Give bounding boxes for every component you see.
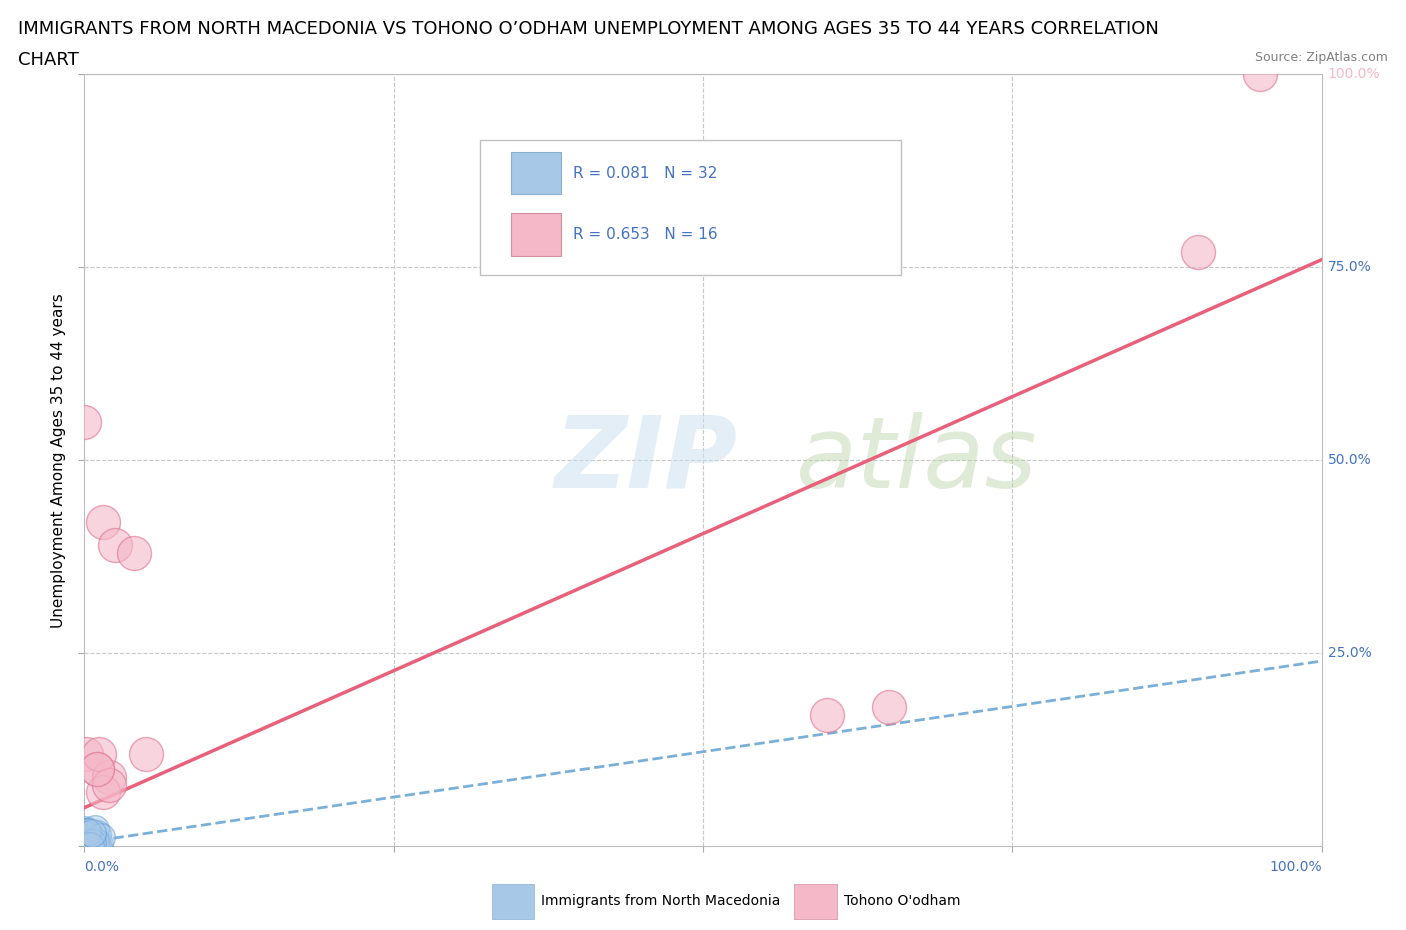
Point xyxy=(75,833,97,848)
Text: 25.0%: 25.0% xyxy=(1327,646,1372,660)
Point xyxy=(75,836,97,851)
Y-axis label: Unemployment Among Ages 35 to 44 years: Unemployment Among Ages 35 to 44 years xyxy=(51,293,66,628)
Text: 100.0%: 100.0% xyxy=(1270,860,1322,874)
Text: Tohono O'odham: Tohono O'odham xyxy=(844,894,960,909)
Point xyxy=(76,835,98,850)
Point xyxy=(86,762,108,777)
Point xyxy=(98,769,121,784)
Text: IMMIGRANTS FROM NORTH MACEDONIA VS TOHONO O’ODHAM UNEMPLOYMENT AMONG AGES 35 TO : IMMIGRANTS FROM NORTH MACEDONIA VS TOHON… xyxy=(18,20,1159,38)
FancyBboxPatch shape xyxy=(512,213,561,256)
Text: ZIP: ZIP xyxy=(554,412,738,509)
Point xyxy=(77,834,100,849)
Point xyxy=(80,832,103,847)
Point xyxy=(82,836,104,851)
Point xyxy=(84,835,107,850)
Point xyxy=(75,825,97,840)
Text: 0.0%: 0.0% xyxy=(84,860,120,874)
Text: CHART: CHART xyxy=(18,51,79,69)
Point xyxy=(76,834,98,849)
Text: 100.0%: 100.0% xyxy=(1327,67,1381,82)
Point xyxy=(75,835,97,850)
Point xyxy=(815,708,838,723)
Point xyxy=(77,838,100,853)
Point xyxy=(73,415,96,430)
Point xyxy=(122,546,145,561)
Text: R = 0.081   N = 32: R = 0.081 N = 32 xyxy=(574,166,717,180)
Point xyxy=(77,826,100,841)
Point xyxy=(89,746,111,761)
Point xyxy=(86,836,108,851)
Point xyxy=(104,538,127,552)
Point xyxy=(75,837,97,852)
Point xyxy=(76,838,98,853)
Text: 75.0%: 75.0% xyxy=(1327,260,1372,274)
Point xyxy=(77,837,100,852)
Point xyxy=(75,824,97,839)
Point xyxy=(73,823,96,838)
FancyBboxPatch shape xyxy=(481,140,901,275)
Text: Immigrants from North Macedonia: Immigrants from North Macedonia xyxy=(541,894,780,909)
Point xyxy=(91,514,114,529)
Text: 50.0%: 50.0% xyxy=(1327,453,1372,468)
Point xyxy=(84,837,107,852)
Point xyxy=(86,762,108,777)
Point xyxy=(76,838,98,853)
Point xyxy=(84,821,107,836)
Text: Source: ZipAtlas.com: Source: ZipAtlas.com xyxy=(1254,51,1388,64)
Point xyxy=(79,838,101,853)
Point xyxy=(79,830,101,844)
Point xyxy=(86,838,108,853)
FancyBboxPatch shape xyxy=(512,152,561,194)
Point xyxy=(135,746,157,761)
Text: atlas: atlas xyxy=(796,412,1038,509)
Point xyxy=(98,777,121,792)
Point xyxy=(73,828,96,843)
Point xyxy=(90,830,112,844)
Point xyxy=(73,825,96,840)
Point xyxy=(76,824,98,839)
Text: R = 0.653   N = 16: R = 0.653 N = 16 xyxy=(574,228,717,243)
Point xyxy=(1187,245,1209,259)
Point xyxy=(73,828,96,843)
Point xyxy=(877,700,900,715)
Point xyxy=(91,785,114,800)
Point xyxy=(89,836,111,851)
Point xyxy=(86,826,108,841)
Point xyxy=(75,746,97,761)
Point xyxy=(82,826,104,841)
Point xyxy=(1249,67,1271,82)
